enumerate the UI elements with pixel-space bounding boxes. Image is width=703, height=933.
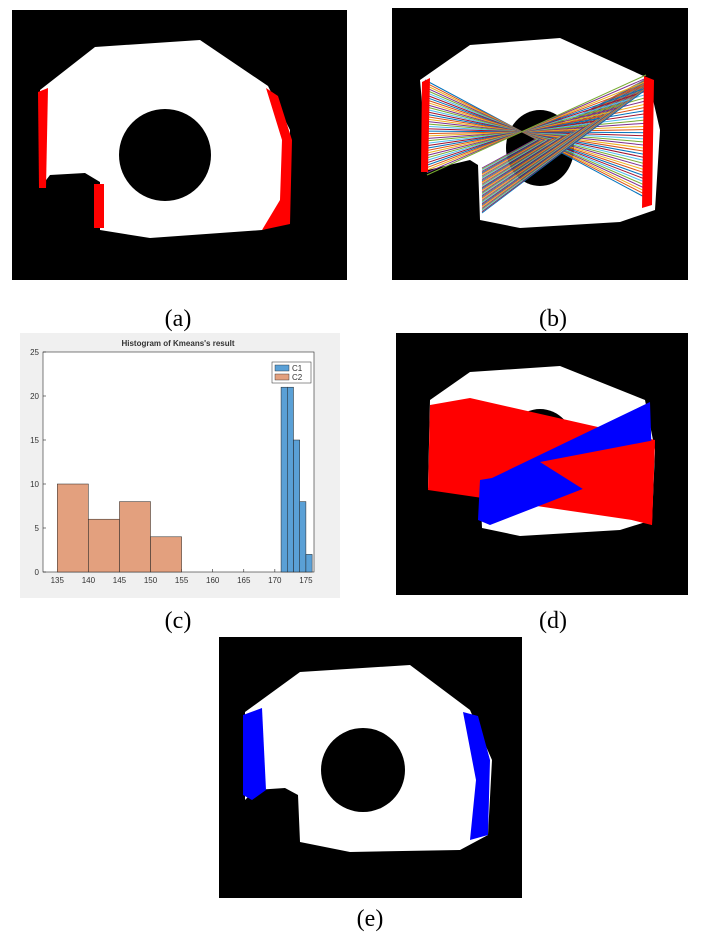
y-tick-label: 20	[30, 392, 39, 401]
bar	[119, 502, 150, 572]
y-tick-label: 5	[35, 524, 40, 533]
x-tick-label: 150	[144, 576, 158, 585]
bar	[306, 554, 312, 572]
y-tick-label: 15	[30, 436, 39, 445]
legend-label: C2	[292, 373, 303, 382]
figure: Histogram of Kmeans's result (a) (b) (c)…	[0, 0, 703, 933]
legend-label: C1	[292, 364, 303, 373]
x-tick-label: 140	[82, 576, 96, 585]
image-e	[219, 637, 522, 898]
x-tick-label: 175	[299, 576, 313, 585]
bar	[151, 537, 182, 572]
chart-title: Histogram of Kmeans's result	[121, 339, 234, 348]
panel-label: (e)	[357, 906, 384, 932]
y-tick-label: 0	[35, 568, 40, 577]
panel-label: (a)	[165, 306, 192, 332]
x-tick-label: 135	[51, 576, 65, 585]
x-tick-label: 145	[113, 576, 127, 585]
panel-label: (b)	[539, 306, 567, 332]
x-tick-label: 160	[206, 576, 220, 585]
bar	[293, 440, 299, 572]
bar	[88, 519, 119, 572]
y-tick-label: 10	[30, 480, 39, 489]
panel-label: (c)	[165, 608, 192, 634]
bar	[57, 484, 88, 572]
x-tick-label: 155	[175, 576, 189, 585]
legend-swatch	[275, 365, 289, 371]
x-tick-label: 165	[237, 576, 251, 585]
panel-label: (d)	[539, 608, 567, 634]
bar	[300, 502, 306, 572]
image-d	[396, 333, 688, 595]
image-b	[392, 8, 688, 280]
image-a	[12, 10, 347, 280]
bar	[281, 387, 287, 572]
bar	[287, 387, 293, 572]
legend-swatch	[275, 374, 289, 380]
y-tick-label: 25	[30, 348, 39, 357]
x-tick-label: 170	[268, 576, 282, 585]
